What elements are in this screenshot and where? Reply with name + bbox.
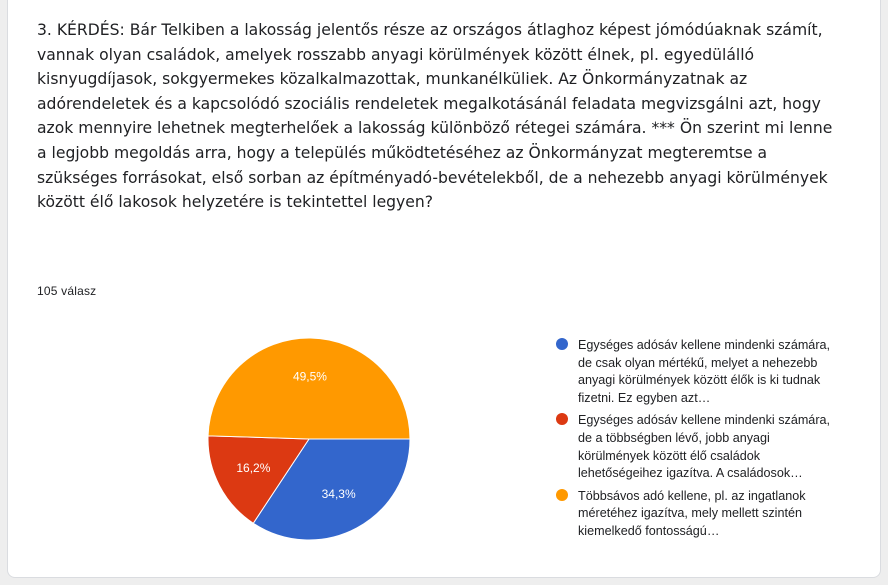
legend-label-1: Egységes adósáv kellene mindenki számára… [578,338,831,405]
chart-legend: Egységes adósáv kellene mindenki számára… [556,337,841,563]
legend-item-1[interactable]: Egységes adósáv kellene mindenki számára… [556,337,841,407]
question-card: 3. KÉRDÉS: Bár Telkiben a lakosság jelen… [7,0,881,578]
slice-label-2: 16,2% [236,461,270,475]
slice-label-1: 34,3% [322,487,356,501]
question-text: 3. KÉRDÉS: Bár Telkiben a lakosság jelen… [37,21,833,212]
legend-swatch-3 [556,488,568,501]
response-count: 105 válasz [37,284,97,298]
legend-label-2: Egységes adósáv kellene mindenki számára… [578,413,831,481]
legend-swatch-2 [556,413,568,426]
slice-label-3: 49,5% [293,369,327,383]
legend-swatch-1 [556,338,568,350]
legend-item-2[interactable]: Egységes adósáv kellene mindenki számára… [556,412,841,482]
legend-item-3[interactable]: Többsávos adó kellene, pl. az ingatlanok… [556,488,841,558]
pie-slice-3[interactable] [207,337,411,440]
legend-label-3: Többsávos adó kellene, pl. az ingatlanok… [578,488,806,538]
pie-slice-2[interactable] [207,435,310,524]
